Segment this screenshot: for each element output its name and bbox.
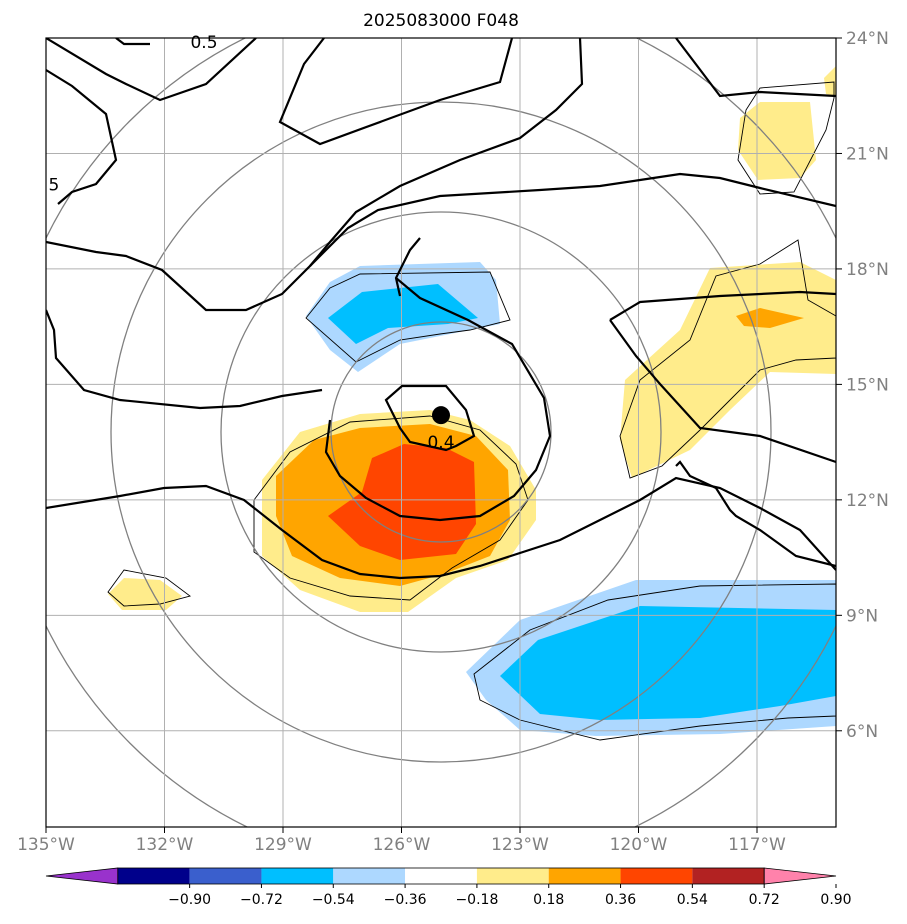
shading-outlines — [107, 81, 836, 741]
lon-tick-label: 126°W — [373, 835, 431, 855]
colorbar-extend-min — [45, 867, 119, 885]
colorbar: −0.90 −0.72 −0.54 −0.36 −0.18 0.18 0.36 0.54 0.7… — [45, 867, 852, 908]
map-title: 2025083000 F048 — [363, 11, 519, 31]
colorbar-tick-label: −0.90 — [168, 892, 211, 908]
colorbar-swatch — [476, 868, 549, 884]
contour-label: 0.5 — [190, 33, 217, 53]
colorbar-outline — [117, 867, 765, 885]
contours — [46, 38, 836, 580]
storm-center-marker — [432, 406, 450, 425]
colorbar-swatch — [405, 868, 477, 884]
colorbar-tick-label: 0.54 — [677, 892, 708, 908]
negative-anomaly-blue-south — [500, 606, 836, 720]
lon-tick-label: 123°W — [491, 835, 549, 855]
contour-label: 5 — [48, 175, 59, 195]
negative-anomaly-blue-north — [328, 284, 478, 344]
colorbar-tick-label: −0.18 — [455, 892, 498, 908]
longitude-ticks: 135°W 132°W 129°W 126°W 123°W 120°W 117°W — [17, 827, 786, 855]
colorbar-tick-label: −0.72 — [240, 892, 283, 908]
colorbar-swatch — [333, 868, 406, 884]
colorbar-swatch — [189, 868, 262, 884]
colorbar-tick-label: 0.90 — [820, 892, 851, 908]
positive-anomaly-yellow-corner — [824, 66, 836, 96]
lon-tick-label: 129°W — [254, 835, 312, 855]
contour-labels: 0.4 0.5 5 — [48, 33, 454, 453]
distance-rings — [46, 38, 836, 827]
latitude-ticks: 24°N 21°N 18°N 15°N 12°N 9°N 6°N — [836, 29, 889, 742]
lon-tick-label: 120°W — [610, 835, 668, 855]
lat-tick-label: 15°N — [846, 375, 889, 395]
positive-anomaly-yellow-west — [108, 578, 182, 610]
lat-tick-label: 24°N — [846, 29, 889, 49]
lat-tick-label: 6°N — [846, 722, 878, 742]
lon-tick-label: 117°W — [728, 835, 786, 855]
colorbar-tick-label: −0.54 — [312, 892, 355, 908]
lat-tick-label: 12°N — [846, 491, 889, 511]
lat-tick-label: 21°N — [846, 144, 889, 164]
graticule — [46, 38, 836, 827]
map-frame — [45, 37, 837, 828]
contour-label: 0.4 — [427, 433, 454, 453]
colorbar-swatch — [692, 868, 765, 884]
lon-tick-label: 132°W — [136, 835, 194, 855]
lon-tick-label: 135°W — [17, 835, 75, 855]
lat-tick-label: 9°N — [846, 606, 878, 626]
colorbar-tick-label: −0.36 — [384, 892, 427, 908]
colorbar-extend-max — [763, 867, 837, 885]
positive-anomaly-yellow-ne — [738, 102, 816, 180]
colorbar-swatch — [117, 868, 190, 884]
colorbar-swatch — [548, 868, 621, 884]
colorbar-swatch — [261, 868, 334, 884]
colorbar-tick-label: 0.72 — [749, 892, 780, 908]
lat-tick-label: 18°N — [846, 260, 889, 280]
colorbar-tick-label: 0.18 — [533, 892, 564, 908]
colorbar-swatch — [620, 868, 693, 884]
colorbar-tick-label: 0.36 — [605, 892, 636, 908]
shaded-fields — [108, 66, 836, 736]
